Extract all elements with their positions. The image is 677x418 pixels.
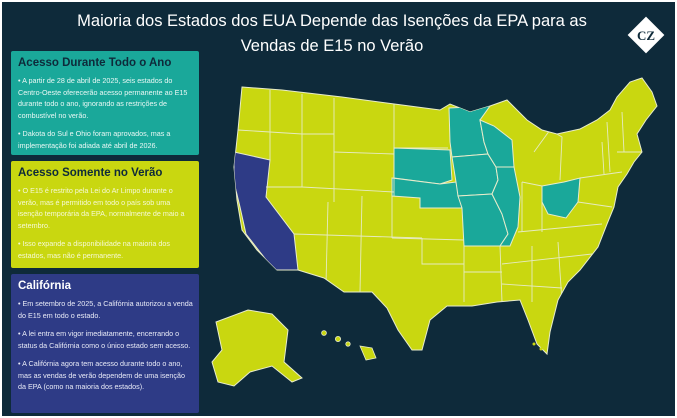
legend-card-year-round: Acesso Durante Todo o Ano • A partir de … bbox=[11, 51, 199, 155]
legend-card-point: • A partir de 28 de abril de 2025, seis … bbox=[18, 76, 188, 120]
legend-card-california: Califórnia • Em setembro de 2025, a Cali… bbox=[11, 274, 199, 413]
map-island bbox=[532, 342, 536, 346]
map-summer-only-region bbox=[233, 77, 658, 356]
legend-card-title: Califórnia bbox=[18, 280, 72, 292]
map-state-nebraska bbox=[391, 177, 463, 209]
map-state-iowa bbox=[451, 153, 499, 197]
map-state-ohio bbox=[541, 177, 581, 219]
cz-logo: CZ bbox=[627, 16, 665, 54]
title-line-1: Maioria dos Estados dos EUA Depende das … bbox=[77, 12, 587, 30]
map-state-borders bbox=[237, 90, 642, 303]
legend-card-point: • A lei entra em vigor imediatamente, en… bbox=[18, 329, 191, 350]
legend-card-point: • O E15 é restrito pela Lei do Ar Limpo … bbox=[18, 186, 185, 230]
legend-card-point: • Isso expande a disponibilidade na maio… bbox=[18, 239, 170, 260]
title-line-2: Vendas de E15 no Verão bbox=[240, 37, 424, 55]
page-title: Maioria dos Estados dos EUA Depende das … bbox=[62, 9, 602, 59]
map-state-hawaii bbox=[321, 330, 377, 361]
legend-card-point: • Dakota do Sul e Ohio foram aprovados, … bbox=[18, 129, 171, 150]
map-state-alaska bbox=[211, 309, 303, 387]
legend-card-point: • A Califórnia agora tem acesso durante … bbox=[18, 359, 186, 391]
legend-card-title: Acesso Durante Todo o Ano bbox=[18, 57, 172, 69]
map-state-south-dakota bbox=[393, 147, 453, 185]
legend-card-summer-only: Acesso Somente no Verão • O E15 é restri… bbox=[11, 161, 199, 268]
legend-card-title: Acesso Somente no Verão bbox=[18, 167, 163, 179]
map-island bbox=[539, 347, 543, 351]
legend-card-point: • Em setembro de 2025, a Califórnia auto… bbox=[18, 299, 193, 320]
svg-text:CZ: CZ bbox=[637, 28, 655, 43]
